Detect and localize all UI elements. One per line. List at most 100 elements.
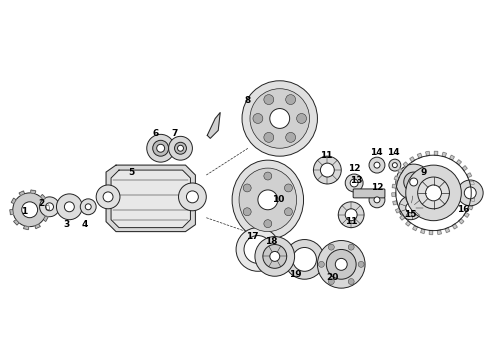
Circle shape xyxy=(85,204,91,210)
Text: 14: 14 xyxy=(369,148,382,157)
Text: 9: 9 xyxy=(420,167,427,176)
Polygon shape xyxy=(456,160,462,165)
Circle shape xyxy=(348,244,354,250)
Circle shape xyxy=(286,95,295,104)
Polygon shape xyxy=(452,224,457,229)
Circle shape xyxy=(410,178,417,186)
Polygon shape xyxy=(14,220,19,225)
Circle shape xyxy=(40,197,59,217)
Polygon shape xyxy=(450,155,454,160)
Circle shape xyxy=(285,239,324,279)
Polygon shape xyxy=(35,224,40,229)
Circle shape xyxy=(255,237,294,276)
Circle shape xyxy=(270,251,280,261)
Polygon shape xyxy=(392,193,396,197)
Circle shape xyxy=(103,192,113,202)
Polygon shape xyxy=(468,205,473,210)
Circle shape xyxy=(335,258,347,270)
Text: 3: 3 xyxy=(63,220,70,229)
Circle shape xyxy=(318,261,324,267)
Circle shape xyxy=(399,196,422,220)
Polygon shape xyxy=(420,229,425,234)
Circle shape xyxy=(56,194,82,220)
Polygon shape xyxy=(43,216,48,221)
Polygon shape xyxy=(395,208,400,213)
Text: 7: 7 xyxy=(172,129,178,138)
Circle shape xyxy=(264,220,272,228)
Circle shape xyxy=(406,203,416,213)
Text: 8: 8 xyxy=(245,96,251,105)
Circle shape xyxy=(169,136,193,160)
Circle shape xyxy=(153,140,169,156)
Circle shape xyxy=(326,249,356,279)
Polygon shape xyxy=(466,173,471,177)
Circle shape xyxy=(157,144,165,152)
Polygon shape xyxy=(19,191,24,195)
Circle shape xyxy=(285,208,293,216)
Circle shape xyxy=(350,179,358,187)
Polygon shape xyxy=(459,219,464,224)
Circle shape xyxy=(96,185,120,209)
Circle shape xyxy=(264,95,274,104)
Text: 16: 16 xyxy=(457,205,469,214)
Text: 18: 18 xyxy=(265,237,277,246)
Polygon shape xyxy=(106,165,196,231)
Polygon shape xyxy=(406,221,411,226)
Polygon shape xyxy=(462,166,467,171)
Circle shape xyxy=(264,172,272,180)
Polygon shape xyxy=(393,201,397,205)
Polygon shape xyxy=(469,181,474,185)
Circle shape xyxy=(358,261,364,267)
Circle shape xyxy=(178,183,206,211)
Circle shape xyxy=(328,279,334,284)
Text: 4: 4 xyxy=(81,220,87,229)
Circle shape xyxy=(314,156,341,184)
Text: 15: 15 xyxy=(404,210,417,219)
Circle shape xyxy=(457,180,483,206)
Polygon shape xyxy=(442,152,446,157)
Circle shape xyxy=(243,208,251,216)
Circle shape xyxy=(348,279,354,284)
Circle shape xyxy=(147,134,174,162)
Polygon shape xyxy=(46,205,49,210)
Polygon shape xyxy=(24,226,28,230)
Polygon shape xyxy=(413,226,417,231)
Circle shape xyxy=(396,164,432,200)
Polygon shape xyxy=(417,153,422,158)
Circle shape xyxy=(242,81,318,156)
Text: 12: 12 xyxy=(348,163,361,172)
Polygon shape xyxy=(392,184,396,188)
Text: 11: 11 xyxy=(320,151,333,160)
Circle shape xyxy=(404,172,424,192)
Circle shape xyxy=(270,109,290,129)
Polygon shape xyxy=(31,190,36,194)
Circle shape xyxy=(338,202,364,228)
Text: 12: 12 xyxy=(371,184,383,193)
Circle shape xyxy=(369,157,385,173)
Circle shape xyxy=(296,113,307,123)
Circle shape xyxy=(285,184,293,192)
Text: 19: 19 xyxy=(289,270,302,279)
Circle shape xyxy=(244,235,272,264)
Polygon shape xyxy=(445,228,450,233)
Polygon shape xyxy=(207,113,220,138)
Circle shape xyxy=(264,132,274,142)
Circle shape xyxy=(177,145,183,151)
Circle shape xyxy=(243,184,251,192)
Polygon shape xyxy=(394,176,399,180)
Polygon shape xyxy=(10,210,13,215)
Polygon shape xyxy=(398,168,403,174)
Polygon shape xyxy=(426,152,430,156)
Text: 2: 2 xyxy=(38,199,45,208)
Circle shape xyxy=(80,199,96,215)
Polygon shape xyxy=(11,198,16,203)
Text: 20: 20 xyxy=(326,273,339,282)
FancyBboxPatch shape xyxy=(353,189,385,198)
Circle shape xyxy=(236,228,280,271)
Text: 5: 5 xyxy=(128,167,134,176)
Text: 6: 6 xyxy=(152,129,159,138)
Circle shape xyxy=(64,202,74,212)
Circle shape xyxy=(263,244,287,268)
Polygon shape xyxy=(111,170,191,228)
Circle shape xyxy=(258,190,278,210)
